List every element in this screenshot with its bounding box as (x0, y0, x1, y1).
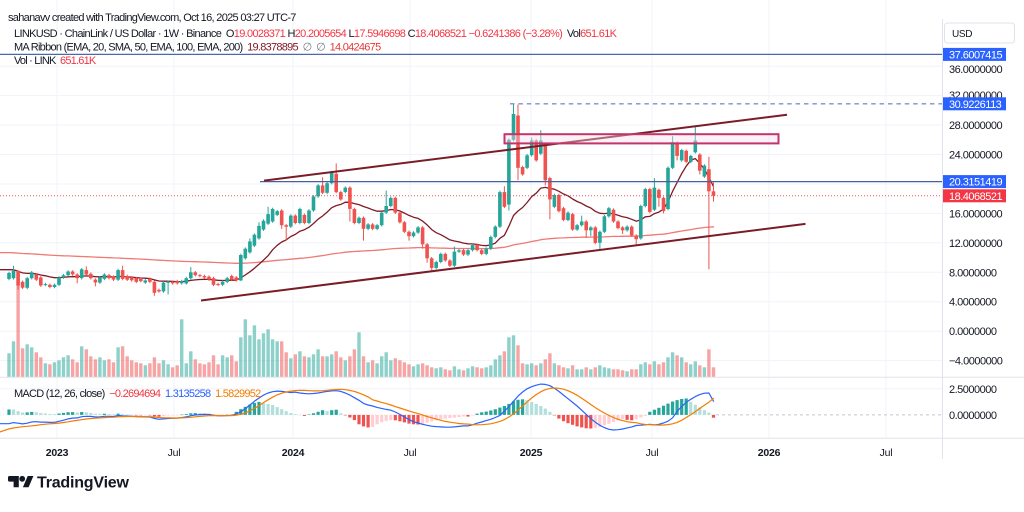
svg-text:2026: 2026 (758, 447, 781, 459)
svg-text:36.0000000: 36.0000000 (949, 64, 1002, 76)
svg-text:TradingView: TradingView (37, 475, 130, 492)
svg-text:MACD (12, 26, close) −0.26946: MACD (12, 26, close) −0.2694694 1.313525… (14, 388, 261, 400)
svg-text:2023: 2023 (46, 447, 69, 459)
svg-text:MA Ribbon (EMA, 20, SMA, 50, E: MA Ribbon (EMA, 20, SMA, 50, EMA, 100, E… (14, 42, 381, 54)
svg-text:4.0000000: 4.0000000 (949, 297, 997, 309)
svg-text:24.0000000: 24.0000000 (949, 150, 1002, 162)
svg-text:sahanavv created with TradingV: sahanavv created with TradingView.com, O… (8, 12, 296, 24)
svg-text:2024: 2024 (282, 447, 305, 459)
svg-text:Jul: Jul (404, 447, 417, 459)
svg-text:12.0000000: 12.0000000 (949, 238, 1002, 250)
svg-text:2.5000000: 2.5000000 (949, 384, 997, 396)
svg-text:28.0000000: 28.0000000 (949, 120, 1002, 132)
svg-text:16.0000000: 16.0000000 (949, 208, 1002, 220)
svg-text:20.3151419: 20.3151419 (949, 177, 1002, 189)
svg-text:Vol · LINK 651.61K: Vol · LINK 651.61K (14, 55, 97, 67)
svg-text:8.0000000: 8.0000000 (949, 267, 997, 279)
svg-text:37.6007415: 37.6007415 (949, 49, 1002, 61)
svg-text:Jul: Jul (880, 447, 893, 459)
svg-text:LINKUSD · ChainLink / US Dolla: LINKUSD · ChainLink / US Dollar · 1W · B… (14, 28, 618, 40)
svg-text:2025: 2025 (520, 447, 543, 459)
svg-text:Jul: Jul (168, 447, 181, 459)
svg-text:USD: USD (952, 29, 972, 40)
svg-text:Jul: Jul (646, 447, 659, 459)
svg-text:0.0000000: 0.0000000 (949, 326, 997, 338)
svg-text:0.0000000: 0.0000000 (949, 410, 997, 422)
svg-text:−4.0000000: −4.0000000 (949, 356, 1003, 368)
svg-text:18.4068521: 18.4068521 (949, 191, 1002, 203)
svg-text:30.9226113: 30.9226113 (949, 99, 1002, 111)
